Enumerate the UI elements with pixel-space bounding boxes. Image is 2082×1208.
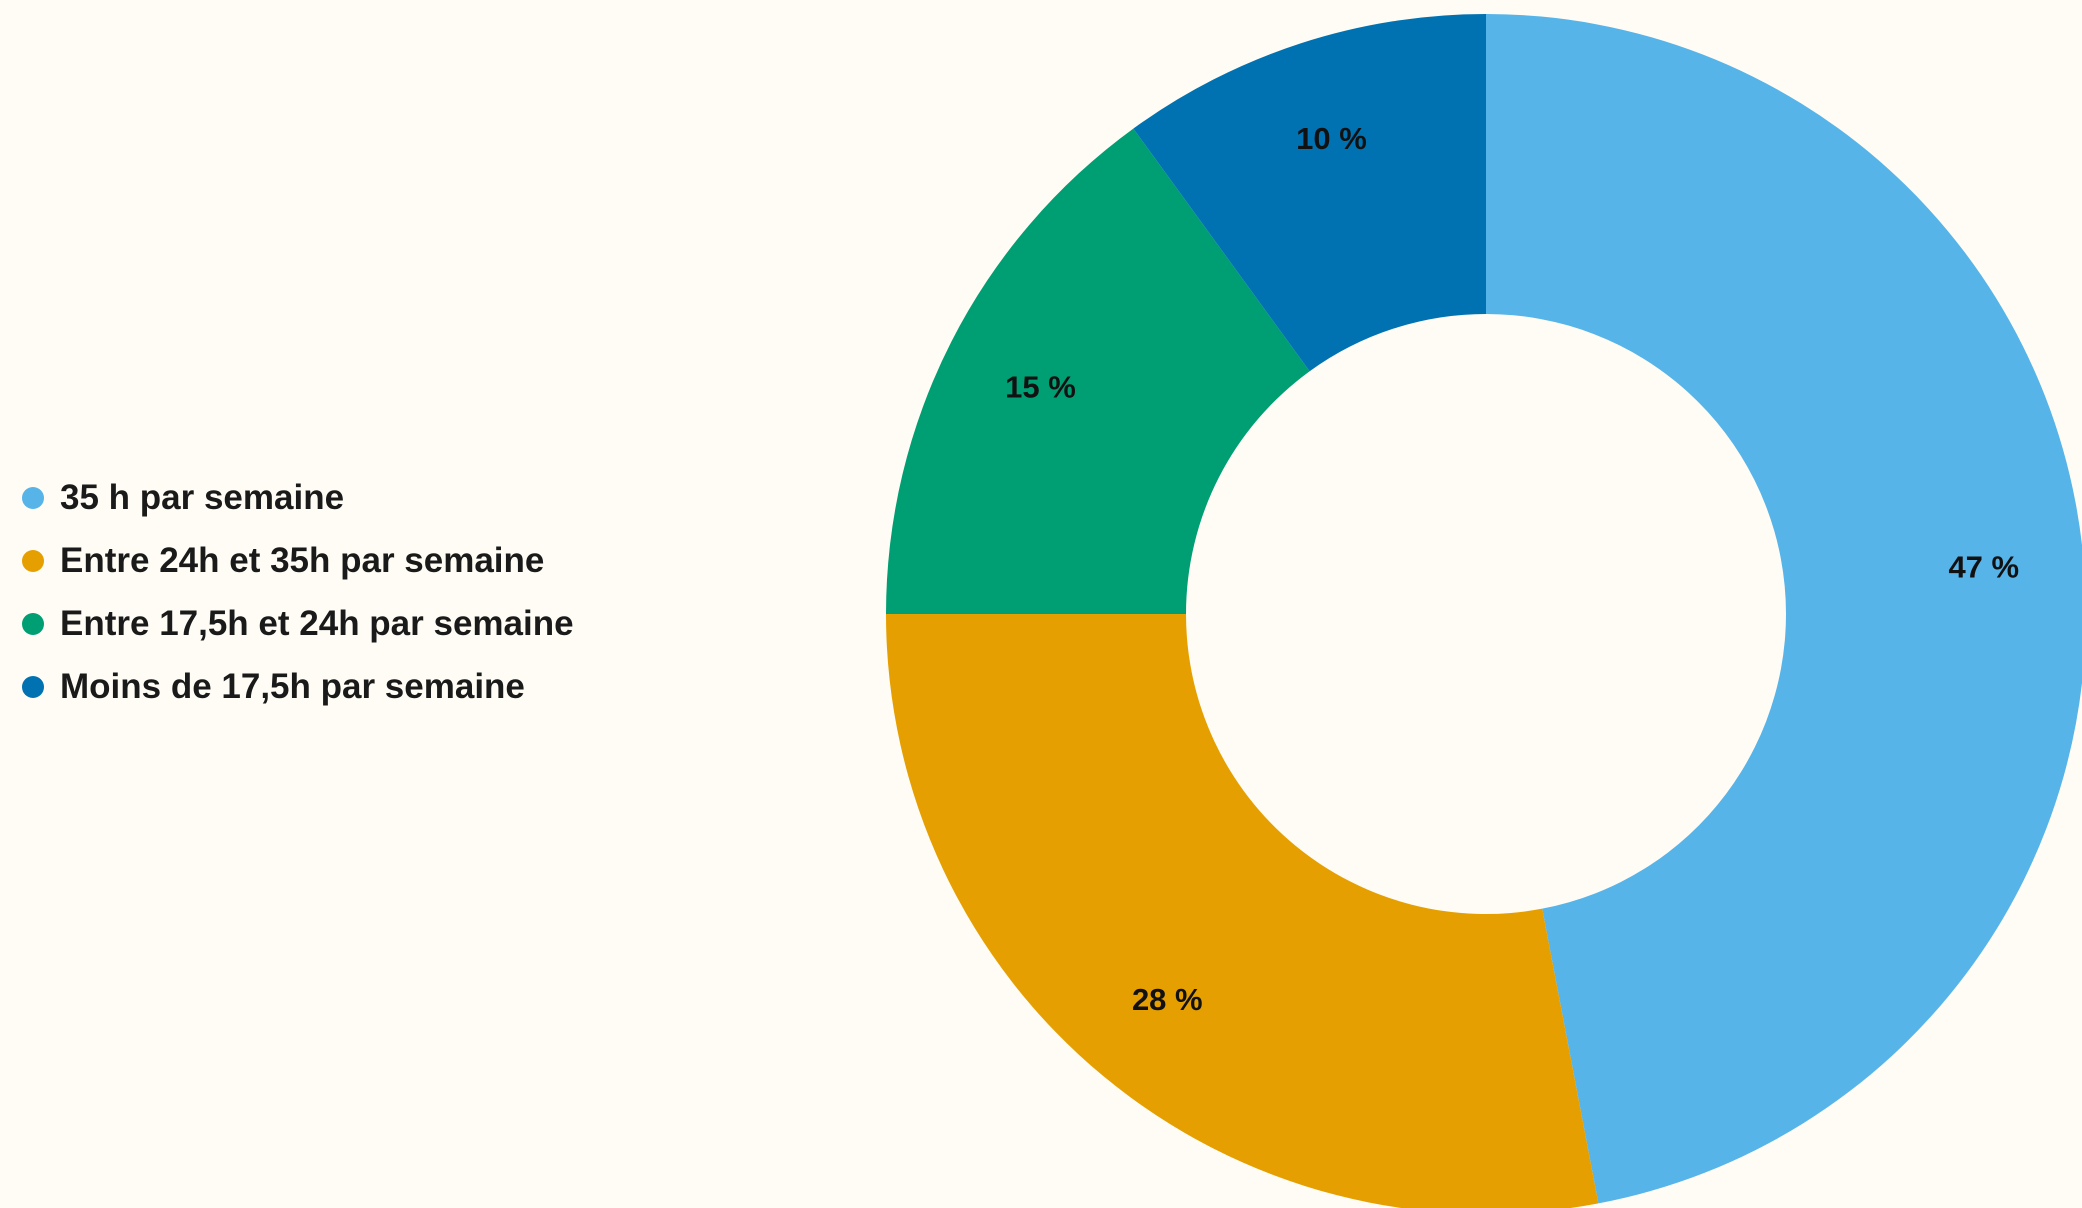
slice-4 xyxy=(1133,14,1486,372)
slice-labels-group: 47 % 28 % 15 % 10 % xyxy=(1005,121,2019,1017)
legend-label-2: Entre 24h et 35h par semaine xyxy=(60,540,545,580)
slice-label-3: 15 % xyxy=(1005,370,1076,405)
legend-label-3: Entre 17,5h et 24h par semaine xyxy=(60,603,574,643)
legend-item-2: Entre 24h et 35h par semaine xyxy=(22,529,574,592)
slice-label-4: 10 % xyxy=(1296,121,1367,156)
slices-group xyxy=(886,14,2082,1208)
legend-swatch-4 xyxy=(22,675,44,698)
slice-label-1: 47 % xyxy=(1948,549,2019,584)
legend-label-1: 35 h par semaine xyxy=(60,477,345,517)
chart-legend: 35 h par semaine Entre 24h et 35h par sem… xyxy=(22,466,574,718)
slice-1 xyxy=(1486,14,2082,1204)
legend-swatch-3 xyxy=(22,612,44,635)
legend-item-4: Moins de 17,5h par semaine xyxy=(22,655,574,718)
legend-item-1: 35 h par semaine xyxy=(22,466,574,529)
slice-2 xyxy=(886,614,1599,1208)
legend-swatch-2 xyxy=(22,549,44,572)
slice-3 xyxy=(886,128,1310,615)
legend-item-3: Entre 17,5h et 24h par semaine xyxy=(22,592,574,655)
slice-label-2: 28 % xyxy=(1132,982,1203,1017)
legend-swatch-1 xyxy=(22,486,44,509)
legend-label-4: Moins de 17,5h par semaine xyxy=(60,666,525,706)
